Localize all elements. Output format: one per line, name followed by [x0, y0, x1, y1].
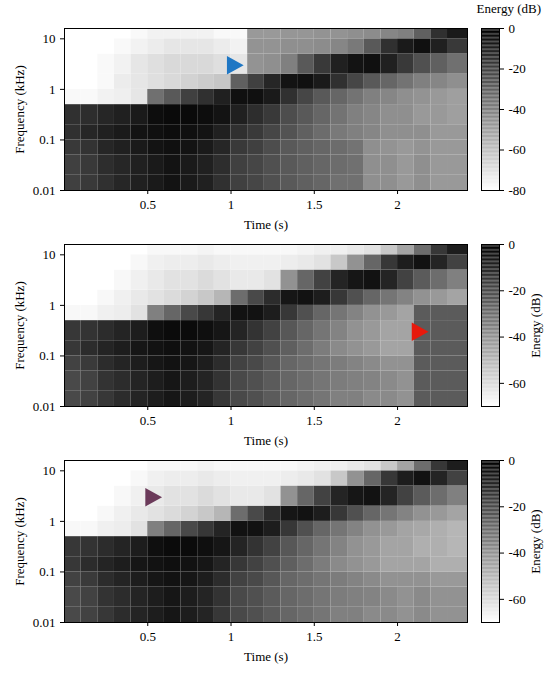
- svg-text:0.01: 0.01: [33, 183, 56, 198]
- svg-text:Energy (dB): Energy (dB): [528, 509, 543, 573]
- svg-text:0.5: 0.5: [140, 629, 156, 644]
- svg-text:Time (s): Time (s): [244, 433, 288, 448]
- svg-text:Energy (dB): Energy (dB): [528, 293, 543, 357]
- svg-text:-60: -60: [509, 376, 526, 391]
- svg-text:Frequency (kHz): Frequency (kHz): [12, 281, 27, 369]
- svg-text:10: 10: [43, 247, 56, 262]
- svg-text:-40: -40: [509, 329, 526, 344]
- svg-text:10: 10: [43, 31, 56, 46]
- svg-text:1: 1: [49, 82, 56, 97]
- svg-text:1: 1: [228, 197, 235, 212]
- svg-text:1: 1: [228, 413, 235, 428]
- svg-text:0.5: 0.5: [140, 197, 156, 212]
- svg-text:-40: -40: [509, 102, 526, 117]
- svg-text:-60: -60: [509, 142, 526, 157]
- svg-text:Time (s): Time (s): [244, 217, 288, 232]
- svg-text:Frequency (kHz): Frequency (kHz): [12, 497, 27, 585]
- svg-text:-40: -40: [509, 545, 526, 560]
- svg-text:-20: -20: [509, 283, 526, 298]
- svg-text:0.01: 0.01: [33, 399, 56, 414]
- svg-text:1: 1: [49, 514, 56, 529]
- svg-text:1.5: 1.5: [306, 197, 322, 212]
- svg-text:2: 2: [394, 413, 401, 428]
- svg-text:-60: -60: [509, 592, 526, 607]
- svg-text:-80: -80: [509, 183, 526, 198]
- svg-text:Frequency (kHz): Frequency (kHz): [12, 65, 27, 153]
- svg-text:10: 10: [43, 463, 56, 478]
- svg-text:0: 0: [509, 237, 516, 252]
- svg-text:0.01: 0.01: [33, 615, 56, 630]
- svg-text:1.5: 1.5: [306, 413, 322, 428]
- svg-text:0.1: 0.1: [39, 564, 55, 579]
- svg-text:1: 1: [228, 629, 235, 644]
- svg-text:-20: -20: [509, 499, 526, 514]
- svg-text:0.5: 0.5: [140, 413, 156, 428]
- svg-text:1.5: 1.5: [306, 629, 322, 644]
- svg-text:-20: -20: [509, 61, 526, 76]
- svg-text:0: 0: [509, 21, 516, 36]
- svg-text:2: 2: [394, 197, 401, 212]
- svg-text:0.1: 0.1: [39, 132, 55, 147]
- svg-text:1: 1: [49, 298, 56, 313]
- html-text:Energy (dB): Energy (dB): [476, 1, 541, 16]
- svg-text:Time (s): Time (s): [244, 649, 288, 664]
- svg-text:0: 0: [509, 453, 516, 468]
- svg-text:2: 2: [394, 629, 401, 644]
- svg-text:0.1: 0.1: [39, 348, 55, 363]
